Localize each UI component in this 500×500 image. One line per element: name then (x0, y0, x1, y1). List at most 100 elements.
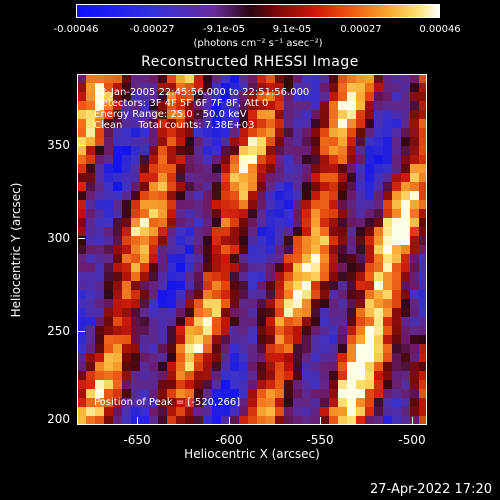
image-pixel (410, 164, 419, 173)
image-pixel (248, 209, 257, 218)
image-pixel (311, 155, 320, 164)
image-pixel (284, 407, 293, 416)
image-pixel (203, 290, 212, 299)
image-pixel (293, 362, 302, 371)
image-pixel (338, 218, 347, 227)
image-pixel (212, 281, 221, 290)
image-pixel (230, 317, 239, 326)
image-pixel (95, 155, 104, 164)
image-pixel (149, 398, 158, 407)
image-pixel (392, 236, 401, 245)
image-pixel (158, 254, 167, 263)
image-pixel (203, 344, 212, 353)
image-pixel (347, 74, 356, 83)
image-pixel (122, 416, 131, 425)
image-pixel (113, 164, 122, 173)
image-pixel (194, 110, 203, 119)
image-pixel (410, 317, 419, 326)
image-pixel (401, 74, 410, 83)
image-pixel (77, 218, 86, 227)
image-pixel (104, 290, 113, 299)
image-pixel (167, 128, 176, 137)
image-pixel (302, 137, 311, 146)
image-pixel (257, 317, 266, 326)
image-pixel (320, 191, 329, 200)
image-pixel (293, 83, 302, 92)
image-pixel (392, 317, 401, 326)
image-pixel (320, 164, 329, 173)
image-pixel (338, 389, 347, 398)
image-pixel (374, 227, 383, 236)
image-pixel (329, 137, 338, 146)
image-pixel (86, 371, 95, 380)
image-pixel (284, 209, 293, 218)
image-pixel (365, 380, 374, 389)
image-pixel (275, 110, 284, 119)
image-pixel (239, 416, 248, 425)
image-pixel (158, 281, 167, 290)
image-pixel (149, 218, 158, 227)
image-pixel (266, 308, 275, 317)
image-pixel (401, 191, 410, 200)
image-pixel (167, 344, 176, 353)
image-pixel (95, 83, 104, 92)
image-pixel (284, 236, 293, 245)
image-pixel (257, 380, 266, 389)
image-pixel (176, 398, 185, 407)
colorbar-tick-label: -9.1e-05 (203, 24, 245, 35)
image-pixel (140, 227, 149, 236)
image-pixel (167, 218, 176, 227)
image-pixel (131, 83, 140, 92)
image-pixel (212, 191, 221, 200)
image-pixel (77, 344, 86, 353)
image-pixel (185, 101, 194, 110)
image-pixel (239, 335, 248, 344)
image-pixel (230, 110, 239, 119)
image-pixel (239, 272, 248, 281)
image-pixel (266, 173, 275, 182)
image-pixel (167, 299, 176, 308)
image-pixel (203, 119, 212, 128)
image-pixel (329, 155, 338, 164)
image-pixel (212, 146, 221, 155)
image-pixel (392, 335, 401, 344)
image-pixel (158, 272, 167, 281)
image-pixel (185, 200, 194, 209)
image-pixel (383, 200, 392, 209)
image-pixel (122, 263, 131, 272)
image-pixel (302, 200, 311, 209)
image-pixel (293, 254, 302, 263)
image-pixel (257, 137, 266, 146)
image-pixel (158, 362, 167, 371)
image-pixel (140, 281, 149, 290)
image-pixel (167, 110, 176, 119)
image-pixel (329, 254, 338, 263)
image-pixel (113, 254, 122, 263)
image-pixel (338, 209, 347, 218)
image-pixel (230, 227, 239, 236)
colorbar-tick-label: -0.00027 (129, 24, 175, 35)
image-pixel (347, 326, 356, 335)
image-pixel (365, 128, 374, 137)
image-pixel (329, 416, 338, 425)
image-pixel (203, 218, 212, 227)
x-axis-label: Heliocentric X (arcsec) (184, 447, 320, 461)
image-pixel (266, 182, 275, 191)
image-pixel (176, 416, 185, 425)
image-pixel (77, 128, 86, 137)
image-pixel (356, 254, 365, 263)
image-pixel (266, 83, 275, 92)
image-pixel (356, 191, 365, 200)
image-pixel (104, 254, 113, 263)
image-pixel (104, 146, 113, 155)
image-pixel (338, 371, 347, 380)
image-pixel (86, 155, 95, 164)
image-pixel (419, 137, 427, 146)
image-pixel (239, 326, 248, 335)
image-pixel (257, 344, 266, 353)
image-pixel (311, 326, 320, 335)
image-pixel (185, 389, 194, 398)
image-pixel (140, 146, 149, 155)
image-pixel (410, 353, 419, 362)
image-pixel (239, 191, 248, 200)
